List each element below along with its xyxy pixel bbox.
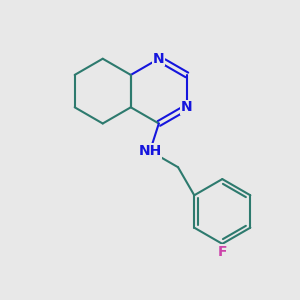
Text: N: N bbox=[181, 100, 193, 114]
Text: N: N bbox=[153, 52, 165, 66]
Text: NH: NH bbox=[138, 144, 162, 158]
Text: F: F bbox=[218, 245, 227, 259]
